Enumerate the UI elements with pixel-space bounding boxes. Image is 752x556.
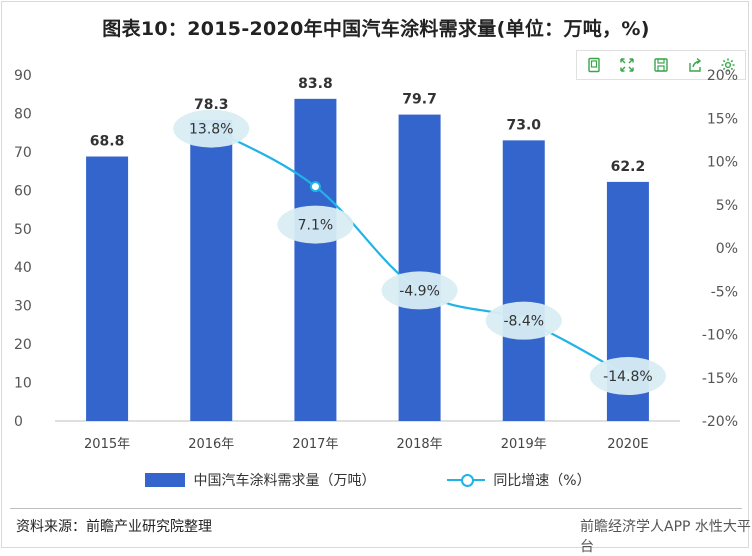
legend-item-bar[interactable]: 中国汽车涂料需求量（万吨）	[145, 470, 376, 490]
expand-icon[interactable]	[617, 55, 637, 75]
bar-data-label: 83.8	[298, 76, 333, 92]
bar	[398, 114, 441, 421]
line-point	[309, 181, 321, 193]
y-right-tick-label: -10%	[702, 328, 738, 344]
legend-label-line: 同比增速（%）	[493, 473, 591, 489]
chart-frame	[1, 1, 749, 548]
line-label-bubble	[381, 271, 458, 310]
y-left-tick-label: 0	[14, 414, 23, 430]
watermark: 前瞻经济学人APP 水性大平台	[580, 519, 751, 555]
y-left-tick-label: 40	[14, 260, 32, 276]
y-left-tick-label: 80	[14, 106, 32, 122]
y-right-tick-label: 5%	[716, 198, 738, 214]
x-tick-label: 2018年	[397, 437, 443, 452]
line-label-bubble	[589, 357, 666, 396]
legend-label-bar: 中国汽车涂料需求量（万吨）	[193, 473, 376, 489]
legend: 中国汽车涂料需求量（万吨） 同比增速（%）	[145, 468, 665, 492]
y-left-tick-label: 50	[14, 222, 32, 238]
gear-icon[interactable]	[718, 55, 738, 75]
line-data-label: 13.8%	[189, 122, 233, 138]
line-label-bubble	[485, 301, 562, 340]
y-left-tick-label: 60	[14, 183, 32, 199]
line-data-label: -8.4%	[503, 314, 544, 330]
y-left-tick-label: 10	[14, 376, 32, 392]
y-right-tick-label: -5%	[711, 284, 738, 300]
bar	[86, 156, 129, 421]
y-right-tick-label: 15%	[707, 111, 738, 127]
y-right-tick-label: 10%	[707, 155, 738, 171]
bar-data-label: 73.0	[506, 117, 541, 133]
line-data-label: -14.8%	[603, 369, 653, 385]
y-right-tick-label: 20%	[707, 68, 738, 84]
y-left-tick-label: 20	[14, 337, 32, 353]
share-icon[interactable]	[685, 55, 705, 75]
bar-data-label: 78.3	[194, 97, 229, 113]
save-icon[interactable]	[651, 55, 671, 75]
x-tick-label: 2020E	[607, 437, 648, 452]
chart-toolbar	[576, 50, 746, 80]
bar	[294, 98, 337, 421]
y-right-tick-label: -15%	[702, 371, 738, 387]
x-tick-label: 2015年	[84, 437, 130, 452]
x-tick-label: 2017年	[292, 437, 338, 452]
bar	[190, 119, 233, 421]
bar-data-label: 62.2	[611, 159, 646, 175]
copy-icon[interactable]	[584, 55, 604, 75]
legend-item-line[interactable]: 同比增速（%）	[446, 470, 591, 490]
y-left-tick-label: 90	[14, 68, 32, 84]
bar	[502, 140, 545, 421]
x-tick-label: 2016年	[188, 437, 234, 452]
x-tick-label: 2019年	[501, 437, 547, 452]
y-right-tick-label: 0%	[716, 241, 738, 257]
bar-data-label: 68.8	[90, 134, 125, 150]
chart-title: 图表10：2015-2020年中国汽车涂料需求量(单位：万吨，%)	[102, 18, 650, 40]
line-data-label: -4.9%	[399, 283, 440, 299]
y-left-tick-label: 30	[14, 299, 32, 315]
line-label-bubble	[173, 109, 250, 148]
line-data-label: 7.1%	[298, 218, 334, 234]
bar-data-label: 79.7	[402, 92, 437, 108]
y-left-tick-label: 70	[14, 145, 32, 161]
legend-swatch-bar	[145, 473, 186, 487]
y-right-tick-label: -20%	[702, 414, 738, 430]
line-label-bubble	[277, 205, 354, 244]
footer-divider	[10, 508, 742, 509]
legend-swatch-line	[446, 473, 486, 487]
source-note: 资料来源：前瞻产业研究院整理	[16, 519, 212, 535]
